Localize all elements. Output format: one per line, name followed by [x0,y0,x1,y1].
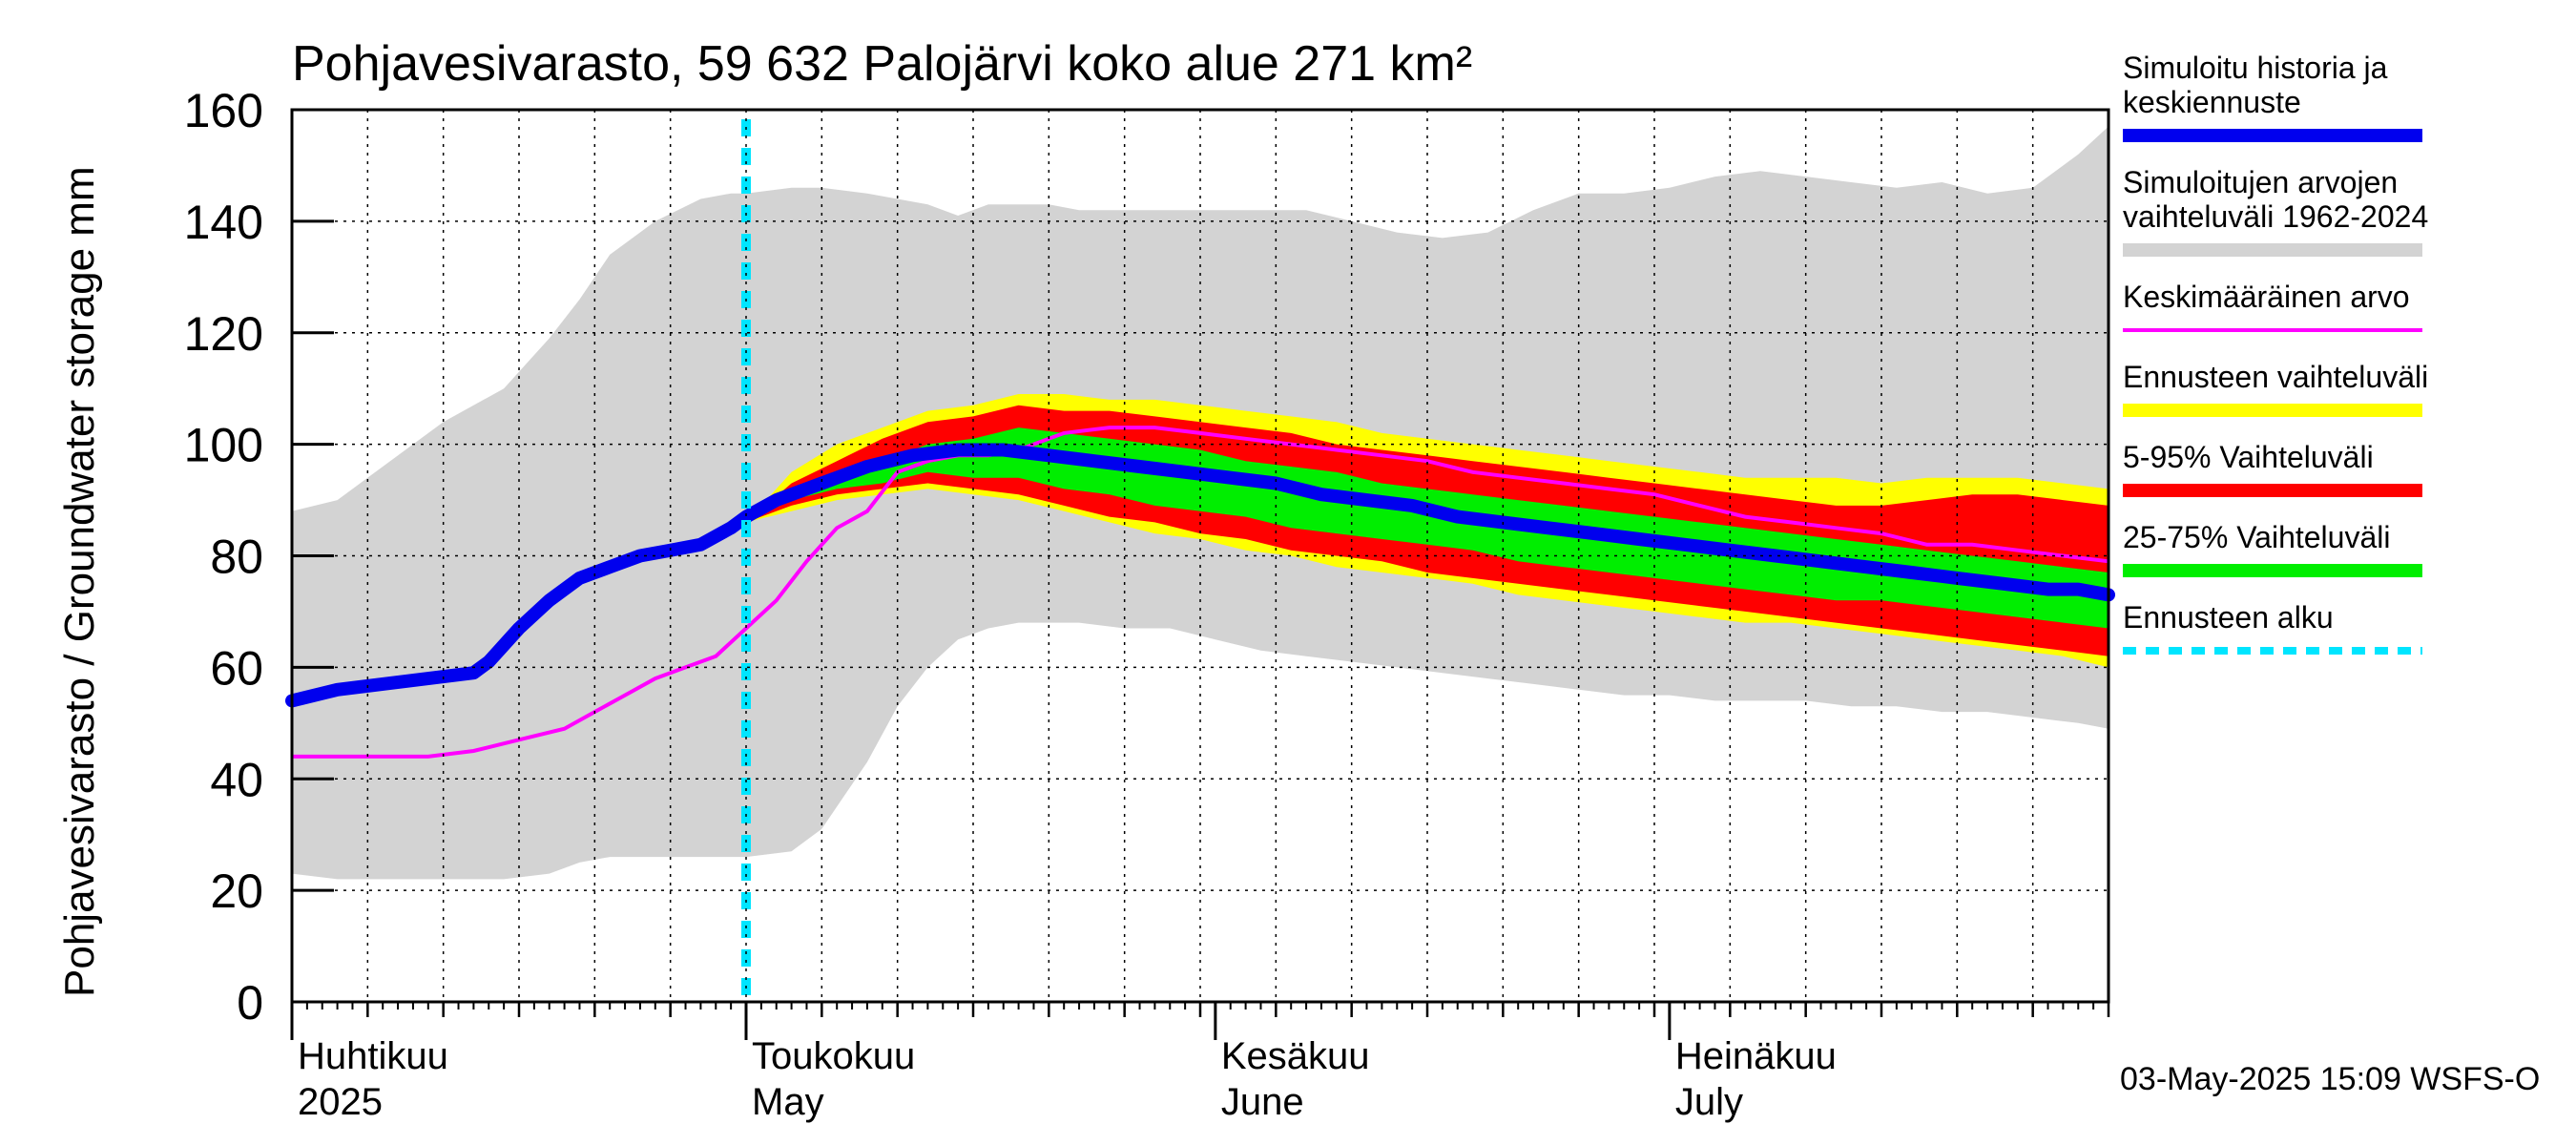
month-label-fi: Toukokuu [752,1035,915,1077]
month-label-fi: Heinäkuu [1675,1035,1837,1077]
legend-label: Simuloitu historia ja keskiennuste [2123,51,2388,119]
p25-75-band [746,427,2109,629]
chart-title: Pohjavesivarasto, 59 632 Palojärvi koko … [292,36,1472,92]
legend-label: Keskimääräinen arvo [2123,280,2410,314]
month-label-en: July [1675,1081,1743,1123]
y-tick-label: 20 [210,864,263,918]
y-tick-label: 60 [210,641,263,695]
legend-label: Simuloitujen arvojen vaihteluväli 1962-20… [2123,165,2428,234]
month-label-fi: Kesäkuu [1221,1035,1370,1077]
y-axis-label: Pohjavesivarasto / Groundwater storage m… [56,166,103,997]
mean-value-line [292,426,2109,759]
month-label-en: May [752,1081,824,1123]
month-label-en: June [1221,1081,1304,1123]
legend-label: 5-95% Vaihteluväli [2123,440,2374,474]
month-label-fi: Huhtikuu [298,1035,448,1077]
legend-label: 25-75% Vaihteluväli [2123,520,2390,554]
legend-label: Ennusteen vaihteluväli [2123,360,2428,394]
simulated-median-line [285,443,2115,708]
y-tick-label: 140 [184,196,263,249]
footer-timestamp: 03-May-2025 15:09 WSFS-O [2120,1061,2540,1097]
y-tick-label: 100 [184,419,263,472]
plot-area [285,119,2115,1002]
y-tick-label: 160 [184,84,263,137]
y-tick-label: 120 [184,307,263,361]
y-tick-label: 80 [210,531,263,584]
y-tick-label: 0 [237,976,263,1030]
legend-label: Ennusteen alku [2123,600,2334,635]
y-tick-label: 40 [210,753,263,806]
month-label-en: 2025 [298,1081,383,1123]
legend: Simuloitu historia ja keskiennuste Simuloi… [2123,51,2428,655]
